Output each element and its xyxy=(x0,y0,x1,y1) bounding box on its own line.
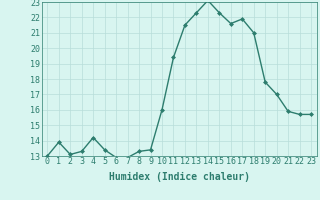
X-axis label: Humidex (Indice chaleur): Humidex (Indice chaleur) xyxy=(109,172,250,182)
